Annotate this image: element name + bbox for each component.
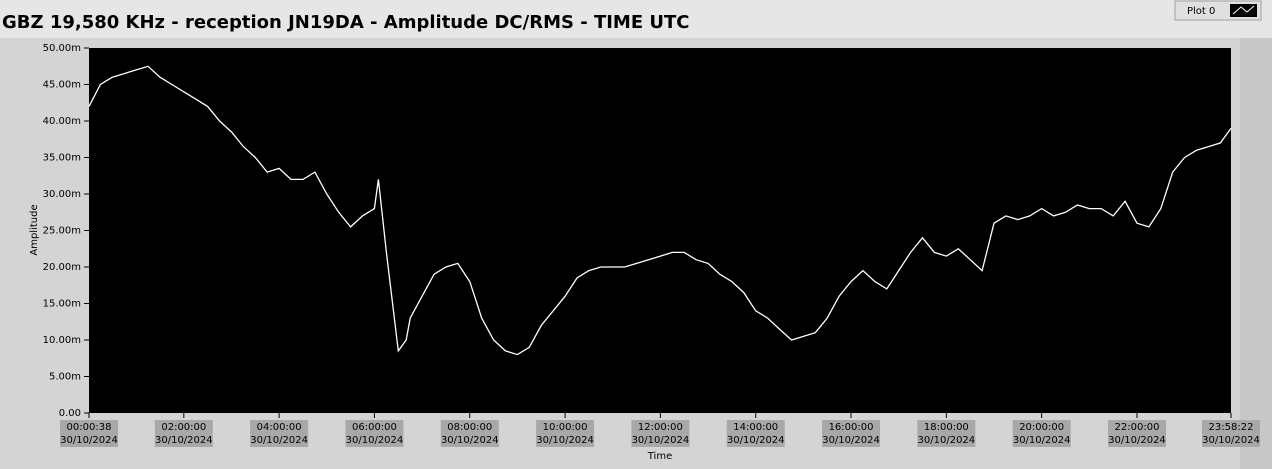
x-tick-label: 00:00:38 [67, 422, 112, 433]
y-tick-label: 30.00m [43, 189, 81, 200]
x-tick-date: 30/10/2024 [632, 435, 690, 446]
x-tick-bg [345, 420, 404, 447]
x-tick-bg [822, 420, 881, 447]
y-tick-label: 20.00m [43, 262, 81, 273]
data-line [88, 65, 1232, 356]
x-tick-bg [631, 420, 690, 447]
x-tick-date: 30/10/2024 [155, 435, 213, 446]
x-tick-date: 30/10/2024 [727, 435, 785, 446]
legend-line [1232, 5, 1255, 15]
x-tick-label: 23:58:22 [1209, 422, 1254, 433]
y-tick-label: 10.00m [43, 335, 81, 346]
x-tick-bg [917, 420, 976, 447]
x-tick-bg [726, 420, 785, 447]
x-tick-label: 02:00:00 [161, 422, 206, 433]
x-axis-title: Time [647, 451, 672, 462]
x-tick-date: 30/10/2024 [1202, 435, 1260, 446]
x-tick-bg [440, 420, 499, 447]
y-tick-label: 50.00m [43, 43, 81, 54]
x-tick-bg [1012, 420, 1071, 447]
x-tick-date: 30/10/2024 [1013, 435, 1071, 446]
x-tick-date: 30/10/2024 [60, 435, 118, 446]
x-tick-bg [250, 420, 309, 447]
x-tick-bg [536, 420, 595, 447]
y-tick-label: 45.00m [43, 80, 81, 91]
x-tick-label: 06:00:00 [352, 422, 397, 433]
x-tick-bg [1107, 420, 1166, 447]
x-tick-date: 30/10/2024 [250, 435, 308, 446]
x-tick-label: 04:00:00 [257, 422, 302, 433]
x-tick-date: 30/10/2024 [536, 435, 594, 446]
title-bar [0, 0, 1272, 38]
x-tick-label: 20:00:00 [1019, 422, 1064, 433]
x-tick-bg [154, 420, 213, 447]
y-tick-label: 35.00m [43, 153, 81, 164]
y-axis-title: Amplitude [29, 204, 40, 255]
x-tick-date: 30/10/2024 [822, 435, 880, 446]
y-tick-label: 25.00m [43, 226, 81, 237]
x-tick-label: 16:00:00 [829, 422, 874, 433]
legend-label: Plot 0 [1187, 6, 1215, 17]
x-tick-date: 30/10/2024 [346, 435, 404, 446]
x-tick-label: 10:00:00 [543, 422, 588, 433]
panel-edge [1240, 38, 1272, 469]
x-tick-label: 14:00:00 [733, 422, 778, 433]
x-tick-label: 12:00:00 [638, 422, 683, 433]
y-tick-label: 5.00m [49, 372, 81, 383]
y-tick-label: 15.00m [43, 299, 81, 310]
x-tick-label: 18:00:00 [924, 422, 969, 433]
x-tick-bg [60, 420, 118, 447]
x-tick-date: 30/10/2024 [441, 435, 499, 446]
x-tick-label: 22:00:00 [1115, 422, 1160, 433]
x-tick-label: 08:00:00 [447, 422, 492, 433]
x-tick-date: 30/10/2024 [1108, 435, 1166, 446]
x-tick-date: 30/10/2024 [918, 435, 976, 446]
legend-swatch [1230, 4, 1257, 17]
chart-title: GBZ 19,580 KHz - reception JN19DA - Ampl… [2, 12, 690, 33]
y-tick-label: 40.00m [43, 116, 81, 127]
plot-area [89, 48, 1231, 413]
y-tick-label: 0.00 [59, 408, 81, 419]
x-tick-bg [1202, 420, 1260, 447]
